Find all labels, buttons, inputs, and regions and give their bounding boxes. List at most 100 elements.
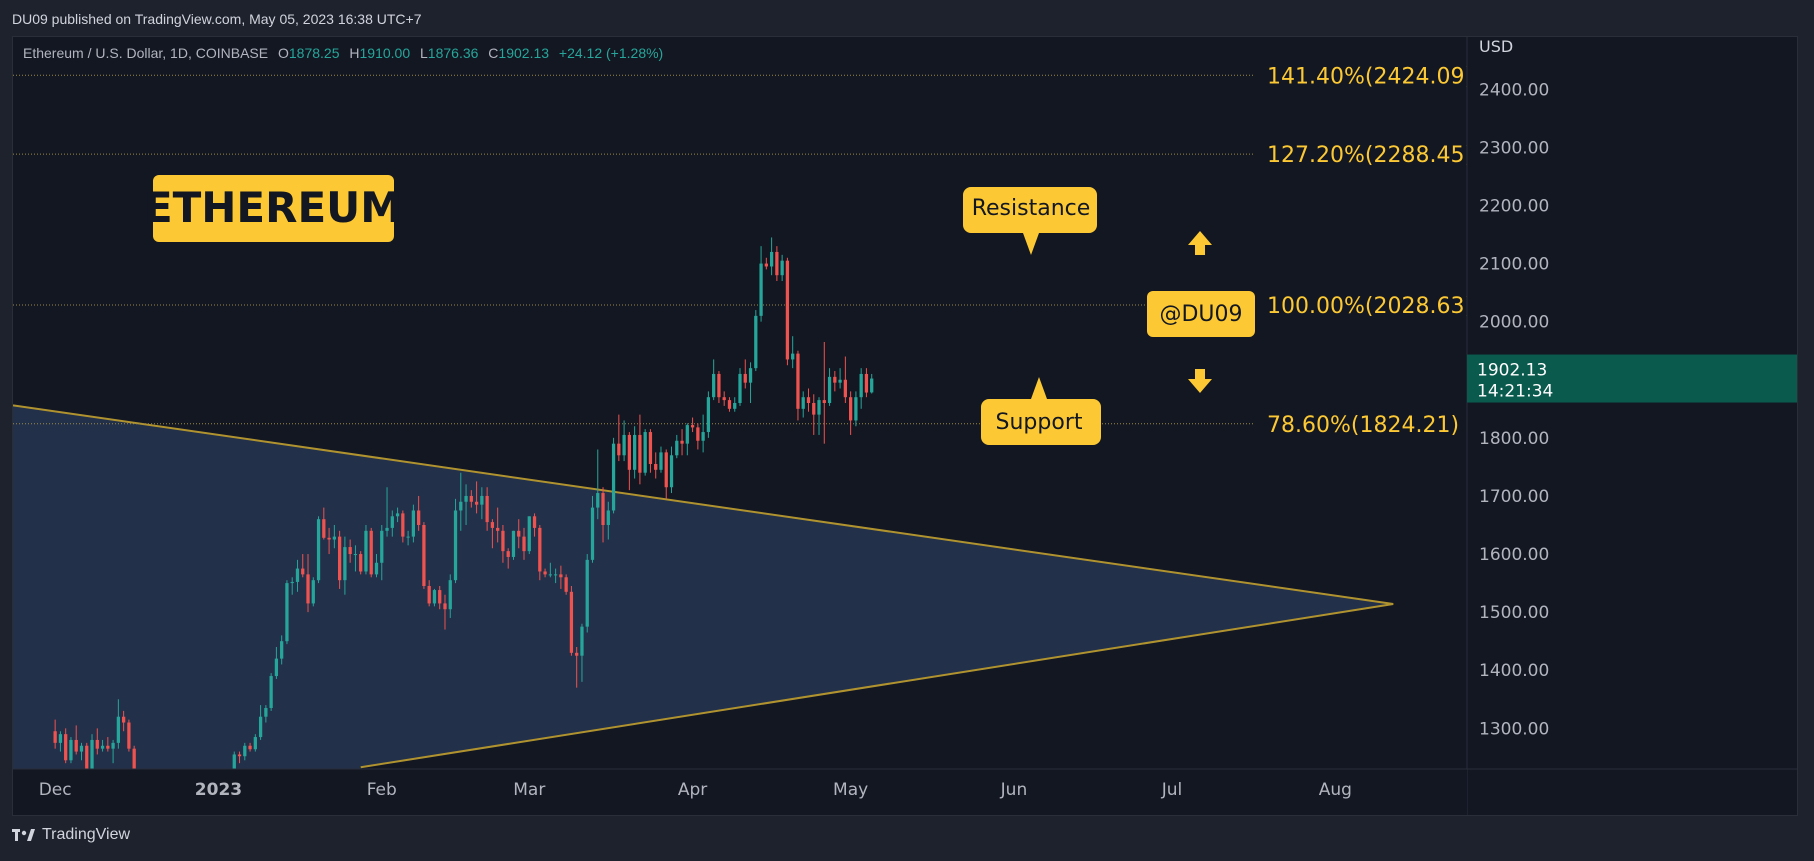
candle-body: [395, 513, 400, 517]
support-callout[interactable]: [981, 377, 1101, 445]
candle-body: [422, 525, 426, 586]
support-label: Support: [996, 410, 1083, 435]
candle: [311, 577, 315, 607]
candle: [327, 527, 331, 555]
candle-body: [111, 742, 115, 749]
candle-body: [121, 716, 126, 723]
candle-body: [332, 536, 336, 540]
candle-body: [685, 425, 689, 444]
time-tick-label: Jul: [1161, 780, 1183, 800]
price-axis-currency: USD: [1479, 37, 1513, 56]
candle: [611, 437, 616, 514]
candle: [848, 391, 853, 435]
candle-body: [654, 464, 658, 470]
time-tick-label: Jun: [1000, 780, 1028, 800]
candle: [538, 525, 542, 581]
triangle-lower-trendline[interactable]: [360, 603, 1394, 769]
time-tick-label: Feb: [367, 780, 397, 800]
candle-body: [796, 353, 800, 409]
chart-pane[interactable]: 141.40%(2424.09) 127.20%(2288.45) 100.00%(…: [12, 36, 1798, 816]
price-axis-panel: [1467, 37, 1797, 815]
candle-body: [596, 493, 600, 508]
axes: USD 1300.00 1400.00 1500.00 1600.00 1700.00 18…: [13, 37, 1797, 815]
candle: [90, 734, 94, 772]
time-tick-label: May: [833, 780, 868, 800]
annotations[interactable]: ETHEREUM Resistance Support @DU09: [144, 175, 1255, 445]
candle: [527, 516, 531, 555]
candle-body: [638, 434, 642, 473]
candle: [496, 507, 500, 543]
candle-body: [438, 590, 442, 604]
symmetrical-triangle[interactable]: [13, 404, 1394, 769]
candle: [580, 623, 584, 682]
candle: [337, 530, 342, 589]
candle: [127, 719, 131, 752]
candle: [701, 414, 705, 453]
candle: [775, 246, 779, 281]
candle-body: [348, 547, 352, 555]
ethereum-title-badge[interactable]: [153, 175, 394, 242]
candle: [812, 394, 816, 435]
candle: [511, 530, 516, 560]
candle-body: [601, 493, 605, 525]
candle: [290, 577, 294, 595]
price-tick-label: 1700.00: [1479, 487, 1549, 507]
candle-body: [343, 547, 347, 581]
candle: [106, 737, 110, 752]
open-value: 1878.25: [288, 45, 340, 61]
candle-body: [469, 495, 473, 502]
candle: [690, 417, 695, 433]
candle-body: [769, 251, 774, 267]
symbol-title[interactable]: Ethereum / U.S. Dollar, 1D, COINBASE: [23, 45, 269, 61]
candle: [517, 519, 521, 549]
candle-body: [74, 739, 78, 752]
author-badge[interactable]: [1147, 291, 1255, 337]
candle-body: [327, 537, 331, 540]
price-tick-label: 1400.00: [1479, 661, 1549, 681]
close-label: C: [488, 45, 499, 61]
tradingview-brand-text: TradingView: [42, 826, 131, 843]
candle: [780, 254, 784, 281]
candle: [116, 699, 120, 749]
candle-body: [453, 510, 458, 581]
price-tick-label: 2300.00: [1479, 138, 1549, 158]
candle-body: [817, 400, 821, 415]
price-chart[interactable]: 141.40%(2424.09) 127.20%(2288.45) 100.00%(…: [13, 37, 1798, 816]
fibonacci-extension[interactable]: 141.40%(2424.09) 127.20%(2288.45) 100.00%(…: [13, 64, 1473, 438]
candle: [754, 310, 758, 372]
candle-body: [322, 519, 326, 538]
candle: [95, 728, 99, 755]
arrow-down-icon[interactable]: [1188, 369, 1212, 393]
tradingview-brand[interactable]: TradingView: [12, 826, 130, 844]
candle: [633, 426, 637, 479]
candle-body: [237, 754, 242, 757]
candle: [543, 568, 547, 578]
candle: [79, 742, 84, 761]
triangle-upper-trendline[interactable]: [13, 404, 1394, 605]
candle: [474, 481, 479, 514]
candle: [596, 449, 600, 520]
candle-body: [116, 716, 120, 743]
candle-body: [559, 574, 563, 578]
low-label: L: [420, 45, 428, 61]
candle: [506, 548, 510, 569]
candle-body: [311, 580, 315, 604]
candle-body: [712, 373, 716, 398]
candle-body: [569, 591, 574, 653]
candle-body: [432, 590, 437, 604]
candle-body: [748, 368, 753, 383]
candle: [480, 487, 484, 520]
candle-body: [264, 708, 268, 717]
candle-body: [474, 501, 479, 505]
last-price-tag[interactable]: [1467, 354, 1797, 403]
candle-body: [448, 580, 452, 610]
candle-body: [490, 522, 495, 528]
candle: [348, 539, 352, 563]
time-tick-label: Apr: [678, 780, 707, 800]
resistance-callout[interactable]: [963, 187, 1097, 255]
candle-body: [843, 379, 847, 398]
price-tick-label: 1300.00: [1479, 719, 1549, 739]
arrow-up-icon[interactable]: [1188, 231, 1212, 255]
candle-body: [738, 373, 742, 403]
candle-body: [780, 260, 784, 276]
